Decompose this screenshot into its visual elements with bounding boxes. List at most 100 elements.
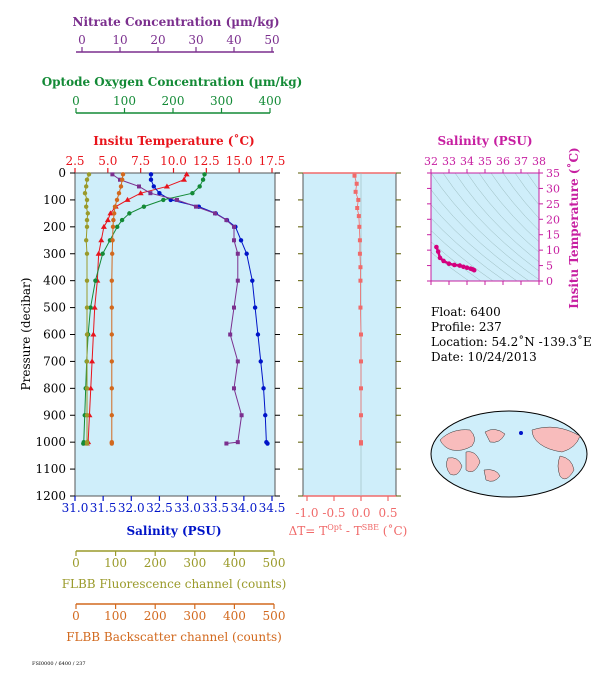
nitrate-point (232, 238, 236, 243)
salinity-point (157, 190, 162, 196)
nitrate-point (232, 386, 236, 391)
temperature-point (98, 237, 105, 243)
salinity-tick-label: 34.5 (259, 501, 286, 515)
temperature-point (89, 358, 96, 364)
nitrate-tick-label: 40 (226, 33, 241, 47)
pressure-tick-label: 200 (43, 220, 66, 234)
temperature-point (91, 304, 98, 310)
fluorescence-point (84, 332, 90, 337)
ts-temperature-tick-label: 30 (546, 182, 560, 195)
isopycnal-line (431, 173, 539, 280)
ts-point (435, 249, 441, 254)
ts-temperature-tick-label: 25 (546, 198, 560, 211)
nitrate-point (228, 332, 233, 337)
ts-point (461, 264, 466, 270)
pressure-tick-label: 500 (43, 301, 66, 315)
profile-plot-area (74, 172, 276, 497)
pressure-tick-label: 0 (58, 166, 66, 180)
backscatter-point (109, 386, 115, 391)
oxygen-axis: Optode Oxygen Concentration (µm/kg) 0 100… (42, 75, 302, 114)
ts-point (471, 267, 477, 273)
oxygen-point (190, 190, 195, 196)
delta-point (357, 251, 362, 256)
backscatter-tick-label: 400 (223, 609, 246, 623)
pressure-tick-label: 400 (43, 274, 66, 288)
ts-temperature-tick-label: 35 (546, 167, 560, 180)
isopycnal-line (502, 173, 539, 219)
nitrate-tick-label: 20 (150, 33, 165, 47)
delta-point (357, 224, 362, 229)
oxygen-point (88, 305, 93, 310)
delta-tick-label: -1.0 (295, 506, 318, 520)
profile-panel: 0 100 200 300 400 500 600 700 800 900 1000 1100 1200… (19, 166, 280, 503)
ts-temperature-tick-label: 10 (546, 244, 560, 257)
delta-point (358, 305, 363, 310)
oxygen-point (197, 184, 202, 189)
fluorescence-point (85, 211, 91, 216)
fluorescence-point (84, 441, 90, 446)
ts-salinity-tick-label: 32 (424, 155, 438, 168)
temperature-point (104, 217, 111, 223)
ts-point (441, 258, 446, 264)
salinity-point (244, 251, 249, 256)
temperature-tick-label: 10.0 (160, 154, 187, 168)
nitrate-point (175, 197, 179, 202)
temperature-point (107, 210, 114, 216)
salinity-axis: 31.0 31.5 32.0 32.5 33.0 33.5 34.0 34.5 Salinit… (62, 496, 286, 538)
delta-point (359, 413, 363, 418)
backscatter-axis: 0 100 200 300 400 500 FLBB Backscatter channe… (66, 603, 285, 644)
temperature-tick-label: 17.5 (259, 154, 286, 168)
fluorescence-tick-label: 200 (144, 556, 167, 570)
fluorescence-point (82, 190, 88, 196)
fluorescence-point (84, 386, 90, 391)
salinity-point (265, 441, 270, 446)
salinity-point (148, 177, 154, 182)
salinity-point (263, 413, 268, 418)
ts-temperature-tick-label: 0 (546, 275, 553, 288)
delta-point (354, 181, 359, 186)
nitrate-point (239, 413, 244, 418)
temperature-point (183, 171, 190, 177)
fluorescence-tick-label: 400 (223, 556, 246, 570)
isopycnal-line (587, 173, 608, 281)
salinity-point (250, 278, 255, 283)
ts-temperature-tick-label: 20 (546, 213, 560, 226)
date: Date: 10/24/2013 (431, 350, 537, 364)
delta-point (356, 197, 361, 202)
nitrate-point (224, 441, 229, 446)
backscatter-point (111, 217, 116, 223)
pressure-tick-label: 700 (43, 354, 66, 368)
backscatter-tick-label: 100 (104, 609, 127, 623)
nitrate-axis-label: Nitrate Concentration (µm/kg) (72, 15, 279, 29)
temperature-point (181, 176, 188, 182)
float-info: Float: 6400 Profile: 237 Location: 54.2˚… (431, 305, 592, 364)
temperature-axis: Insitu Temperature (˚C) 2.5 5.0 7.5 10.0 12.… (65, 133, 285, 173)
nitrate-point (232, 224, 236, 229)
delta-point (352, 173, 357, 178)
ts-point (452, 262, 457, 268)
pressure-tick-label: 1000 (35, 435, 66, 449)
fluorescence-axis-label: FLBB Fluorescence channel (counts) (62, 577, 287, 591)
pressure-tick-label: 800 (43, 381, 66, 395)
ts-salinity-tick-label: 34 (460, 155, 474, 168)
backscatter-point (120, 172, 126, 177)
fluorescence-point (84, 251, 90, 256)
temperature-point (87, 385, 94, 391)
temperature-point (124, 196, 131, 202)
oxygen-point (161, 197, 166, 203)
ts-temperature-tick-label: 5 (546, 260, 553, 273)
fluorescence-tick-label: 500 (263, 556, 286, 570)
backscatter-point (110, 238, 115, 243)
fluorescence-point (84, 197, 90, 203)
backscatter-axis-label: FLBB Backscatter channel (counts) (66, 630, 282, 644)
salinity-point (252, 305, 258, 310)
temperature-tick-label: 7.5 (131, 154, 150, 168)
isopycnal-line (431, 217, 506, 281)
nitrate-point (148, 191, 153, 196)
oxygen-tick-label: 400 (259, 94, 282, 108)
salinity-point (148, 172, 154, 177)
ts-salinity-tick-label: 33 (442, 155, 456, 168)
backscatter-point (109, 278, 115, 283)
salinity-tick-label: 32.5 (146, 501, 173, 515)
temperature-point (137, 190, 144, 196)
